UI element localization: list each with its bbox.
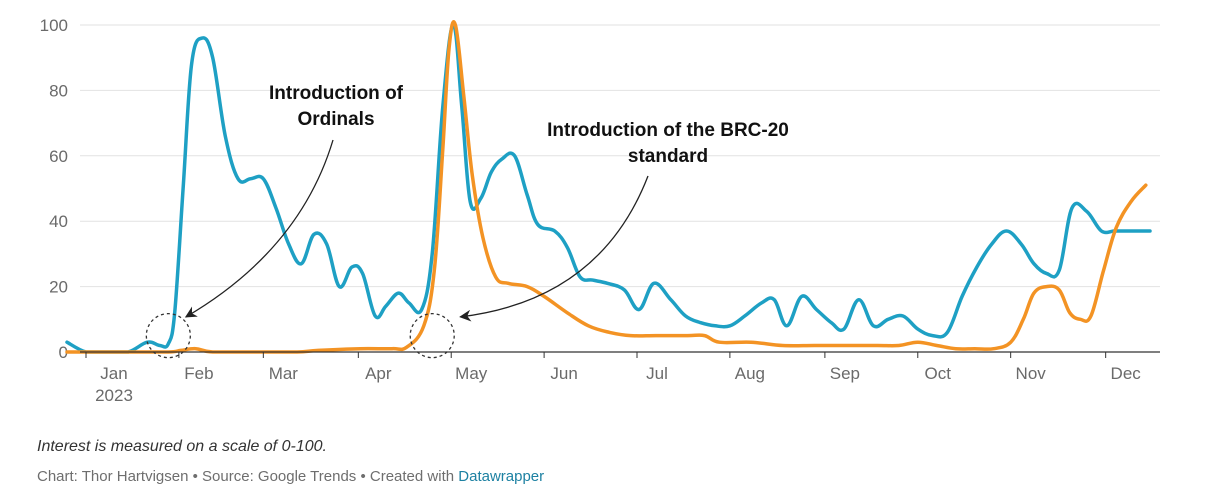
x-axis: Jan Feb Mar Apr May Jun Jul Aug Sep Oct Nov Dec 2023 [80,351,1160,405]
chart-credit: Chart: Thor Hartvigsen • Source: Google … [37,468,544,485]
series-lines [65,19,1152,354]
y-tick-label: 0 [59,343,68,362]
x-tick-label: Jun [550,364,577,383]
datawrapper-link[interactable]: Datawrapper [458,468,545,485]
x-tick-label: Apr [365,364,392,383]
dashed-highlight-circle [145,312,191,359]
annotation-arrow [184,139,334,318]
x-tick-label: Feb [184,364,213,383]
annotation-line: Introduction of [269,83,404,104]
x-tick-label: Sep [830,364,860,383]
annotation-line: standard [628,146,708,167]
highlight-circles [145,312,455,359]
grid-lines [80,24,1160,288]
x-tick-label: May [455,364,488,383]
x-tick-label: Jul [646,364,668,383]
y-tick-label: 20 [49,278,68,297]
x-tick-label: Oct [925,364,952,383]
annotation-arrows [184,139,649,322]
y-tick-label: 100 [40,16,68,35]
x-year-label: 2023 [95,386,133,405]
x-tick-label: Dec [1111,364,1142,383]
series-line-ordinals [65,23,1152,354]
annotation-line: Introduction of the BRC-20 [547,120,789,141]
chart-note: Interest is measured on a scale of 0-100… [37,438,327,455]
dashed-highlight-circle [409,312,455,359]
credit-text: Chart: Thor Hartvigsen • Source: Google … [37,468,459,485]
y-axis-ticks: 0 20 40 60 80 100 [40,16,68,362]
x-tick-label: Mar [269,364,299,383]
y-tick-label: 80 [49,81,68,100]
annotation-text: Introduction of the BRC-20 standard [547,120,789,167]
x-tick-label: Jan [100,364,127,383]
x-tick-label: Nov [1016,364,1047,383]
y-tick-label: 60 [49,147,68,166]
series-line-brc-20 [65,19,1148,354]
annotation-arrow [459,175,649,322]
annotation-text: Introduction of Ordinals [269,83,404,130]
annotations: Introduction of Ordinals Introduction of t… [269,83,789,167]
y-tick-label: 40 [49,212,68,231]
x-tick-label: Aug [735,364,765,383]
annotation-line: Ordinals [297,109,374,130]
